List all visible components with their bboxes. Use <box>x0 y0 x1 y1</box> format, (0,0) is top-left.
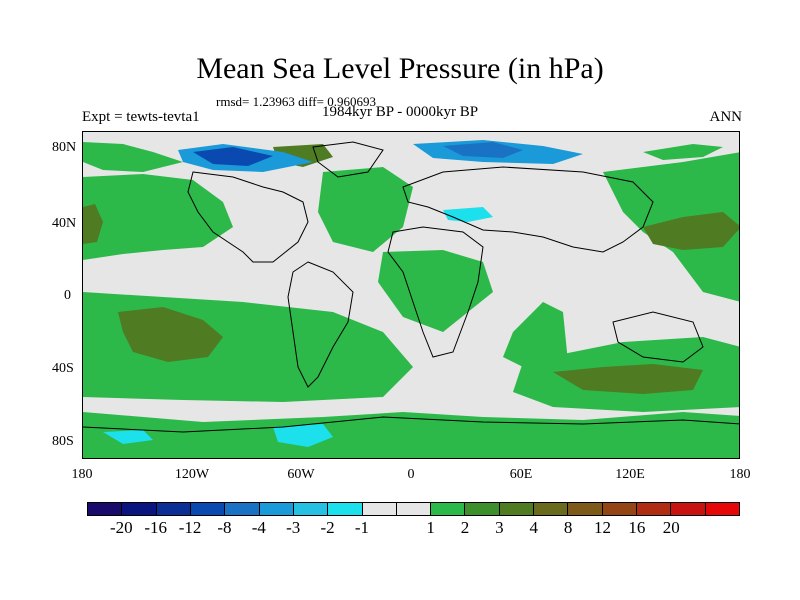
period-label: 1984kyr BP - 0000kyr BP <box>322 104 479 120</box>
colorbar-label: -4 <box>251 518 266 537</box>
coast-south-america <box>287 261 354 388</box>
lon-label-60e: 60E <box>509 467 533 482</box>
colorbar-segment <box>602 503 637 515</box>
olive-south-pacific <box>118 307 223 362</box>
experiment-label: Expt = tewts-tevta1 <box>82 109 200 125</box>
lat-label-0: 0 <box>64 288 71 303</box>
positive-anomaly-regions <box>83 142 739 458</box>
colorbar-segment <box>88 503 123 515</box>
colorbar-label: 1 <box>426 518 435 537</box>
coast-australia <box>612 311 704 363</box>
colorbar <box>87 502 740 516</box>
season-label: ANN <box>709 109 743 125</box>
colorbar-segment <box>499 503 535 515</box>
colorbar-segment <box>671 503 706 515</box>
coast-north-america <box>187 171 309 263</box>
negative-anomaly-regions <box>103 140 583 447</box>
lat-label-40n: 40N <box>52 216 77 231</box>
colorbar-segment <box>293 503 329 515</box>
colorbar-segment <box>190 503 226 515</box>
olive-north-pacific <box>83 204 103 244</box>
lon-label-180e: 180 <box>729 467 751 482</box>
region-north-pacific <box>83 174 233 260</box>
lon-label-60w: 60W <box>287 467 315 482</box>
stats-text: rmsd= 1.23963 diff= 0.960693 <box>216 94 376 109</box>
region-south-atlantic <box>378 250 493 332</box>
colorbar-segment <box>431 503 466 515</box>
olive-west-pacific <box>643 212 739 250</box>
colorbar-segment <box>122 503 157 515</box>
colorbar-segment <box>637 503 672 515</box>
darkblue-siberia-arctic <box>443 142 523 158</box>
colorbar-label: -12 <box>178 518 202 537</box>
pressure-map <box>82 131 740 459</box>
map-canvas <box>83 140 739 458</box>
region-siberia <box>643 144 723 160</box>
coast-africa <box>387 226 484 358</box>
colorbar-segment <box>328 503 363 515</box>
coastlines <box>83 141 739 433</box>
colorbar-label: 20 <box>662 518 680 537</box>
darkblue-canada-arctic <box>193 147 273 166</box>
lat-label-40s: 40S <box>52 361 74 376</box>
colorbar-label: -3 <box>286 518 301 537</box>
cyan-antarctica-west <box>103 430 153 444</box>
colorbar-segment <box>362 503 397 515</box>
region-antarctic <box>83 412 739 458</box>
coast-antarctica <box>83 416 739 433</box>
colorbar-label: -8 <box>217 518 232 537</box>
colorbar-label: 16 <box>628 518 646 537</box>
colorbar-segment <box>568 503 603 515</box>
colorbar-label: -2 <box>320 518 335 537</box>
colorbar-segment <box>259 503 294 515</box>
colorbar-label: 8 <box>563 518 573 537</box>
lon-label-180w: 180 <box>71 467 93 482</box>
coast-greenland <box>312 141 384 178</box>
colorbar-label: -16 <box>144 518 168 537</box>
colorbar-label: -1 <box>354 518 370 537</box>
lon-label-120w: 120W <box>174 467 210 482</box>
colorbar-label: -20 <box>110 518 133 537</box>
colorbar-segment <box>465 503 500 515</box>
colorbar-label: 12 <box>594 518 612 537</box>
colorbar-segment <box>705 503 739 515</box>
lon-label-0: 0 <box>407 467 415 482</box>
lat-label-80s: 80S <box>52 434 74 449</box>
olive-southern-indian <box>553 364 703 394</box>
strong-positive-regions <box>83 144 739 394</box>
cyan-antarctica <box>273 424 333 447</box>
region-north-atlantic <box>318 167 413 252</box>
colorbar-segment <box>534 503 569 515</box>
colorbar-segment <box>156 503 191 515</box>
colorbar-label: 2 <box>460 518 470 537</box>
cyan-central-asia <box>443 207 493 222</box>
map-title: Mean Sea Level Pressure (in hPa) <box>196 52 604 85</box>
region-indian-ocean <box>503 302 568 372</box>
lon-label-120e: 120E <box>615 467 645 482</box>
colorbar-label: 3 <box>495 518 504 537</box>
lat-label-80n: 80N <box>52 140 77 155</box>
coast-eurasia <box>402 166 654 253</box>
colorbar-segment <box>396 503 432 515</box>
region-north-pacific-arctic <box>83 142 183 172</box>
colorbar-label: 4 <box>529 518 539 537</box>
colorbar-segment <box>225 503 260 515</box>
